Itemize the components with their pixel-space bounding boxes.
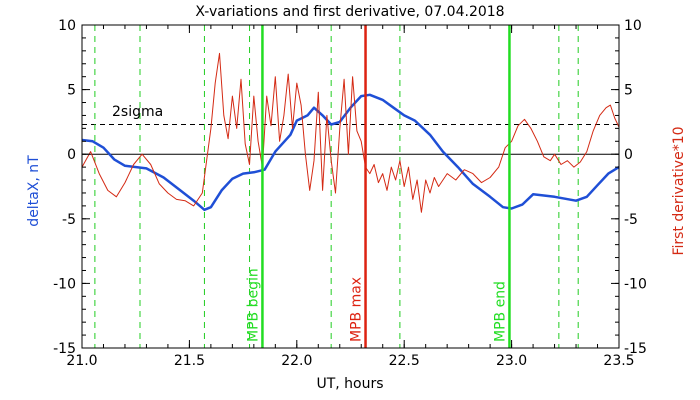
marker-layer: MPB begin MPB max MPB end	[245, 25, 511, 348]
y-tick-label-left-1: -10	[53, 276, 76, 292]
y-tick-label-right-3: 0	[624, 147, 633, 163]
series-layer	[81, 52, 620, 213]
series-derivative	[81, 52, 620, 213]
y-tick-label-left-4: 5	[67, 83, 76, 99]
marker-label-1: MPB max	[349, 277, 365, 342]
marker-label-0: MPB begin	[245, 268, 261, 342]
x-tick-label-5: 23.5	[603, 353, 634, 369]
y-tick-label-left-2: -5	[62, 212, 76, 228]
y-tick-label-right-4: 5	[624, 83, 633, 99]
x-tick-label-3: 22.5	[389, 353, 420, 369]
x-tick-label-2: 22.0	[281, 353, 312, 369]
y-tick-label-left-3: 0	[67, 147, 76, 163]
y-tick-label-right-2: -5	[624, 212, 638, 228]
y-tick-label-right-0: -15	[624, 341, 647, 357]
x-tick-label-0: 21.0	[66, 353, 97, 369]
y-tick-label-left-0: -15	[53, 341, 76, 357]
chart-title: X-variations and first derivative, 07.04…	[195, 4, 504, 20]
y-axis-right-label: First derivative*10	[671, 126, 687, 255]
y-axis-left-label: deltaX, nT	[26, 155, 42, 227]
series-deltaX	[81, 93, 620, 212]
x-axis-label: UT, hours	[316, 376, 383, 392]
x-tick-label-4: 23.0	[496, 353, 527, 369]
axis-layer: 21.0 21.5 22.0 22.5 23.0 23.5-15 -15-10 -10-5 -5…	[53, 18, 647, 369]
reference-lines	[82, 25, 619, 348]
marker-label-2: MPB end	[492, 281, 508, 342]
y-tick-label-right-1: -10	[624, 276, 647, 292]
y-tick-label-left-5: 10	[58, 18, 76, 34]
y-tick-label-right-5: 10	[624, 18, 642, 34]
x-tick-label-1: 21.5	[174, 353, 205, 369]
plot-frame	[81, 24, 620, 349]
sigma-label: 2sigma	[112, 104, 163, 120]
